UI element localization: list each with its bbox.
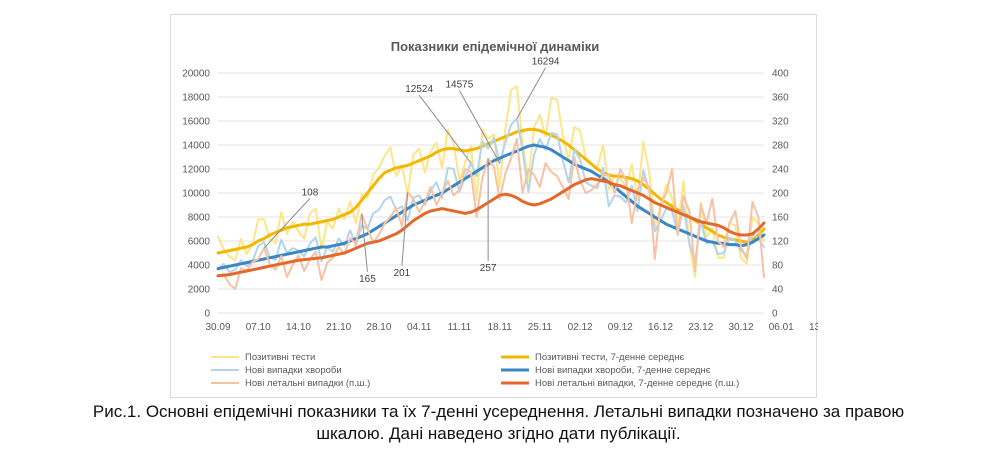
y-left-tick-label: 4000: [188, 261, 211, 272]
series-line-0: [217, 85, 765, 278]
x-tick-label: 28.10: [366, 322, 391, 333]
legend-label: Нові летальні випадки (п.ш.): [245, 378, 370, 389]
x-tick-label: 16.12: [648, 322, 673, 333]
y-left-tick-label: 6000: [188, 237, 211, 248]
x-tick-label: 14.10: [286, 322, 311, 333]
y-right-tick-label: 240: [772, 165, 789, 176]
y-right-tick-label: 80: [772, 261, 784, 272]
x-tick-label: 21.10: [326, 322, 351, 333]
y-right-tick-label: 280: [772, 141, 789, 152]
y-left-tick-label: 18000: [182, 93, 210, 104]
y-right-tick-label: 320: [772, 117, 789, 128]
legend-label: Нові летальні випадки, 7-денне середнє (…: [535, 378, 739, 389]
chart-frame: Показники епідемічної динаміки 0 2000 4000…: [170, 14, 818, 398]
x-tick-label: 18.11: [487, 322, 512, 333]
x-tick-label: 23.12: [688, 322, 713, 333]
figure-caption: Рис.1. Основні епідемічні показники та ї…: [0, 401, 997, 445]
annotation-leader: [418, 94, 472, 164]
annotation-label: 165: [359, 274, 376, 285]
series-line-5: [216, 177, 766, 278]
x-tick-label: 13.01: [809, 322, 818, 333]
x-tick-label: 07.10: [246, 322, 271, 333]
annotation-label: 108: [302, 187, 319, 198]
x-tick-label: 30.09: [205, 322, 230, 333]
x-tick-label: 11.11: [448, 322, 472, 333]
y-left-tick-label: 20000: [182, 69, 210, 80]
y-right-tick-label: 40: [772, 285, 784, 296]
chart-title: Показники епідемічної динаміки: [391, 39, 600, 54]
x-tick-label: 02.12: [568, 322, 593, 333]
series-line-2: [217, 117, 765, 274]
y-left-tick-label: 12000: [182, 165, 210, 176]
y-right-tick-label: 160: [772, 213, 789, 224]
caption-line-1: Рис.1. Основні епідемічні показники та ї…: [92, 402, 905, 421]
annotation-label: 14575: [445, 79, 473, 90]
annotation-leader: [263, 198, 311, 249]
y-right-tick-label: 120: [772, 237, 789, 248]
y-left-tick-label: 14000: [182, 141, 210, 152]
annotation-label: 12524: [405, 84, 433, 95]
annotation-leader: [401, 192, 409, 266]
annotation-label: 16294: [532, 57, 560, 68]
y-right-tick-label: 360: [772, 93, 789, 104]
legend-label: Нові випадки хвороби, 7-денне середнє: [535, 365, 711, 376]
x-tick-label: 06.01: [769, 322, 794, 333]
annotation-leader: [361, 213, 368, 272]
x-tick-label: 30.12: [728, 322, 753, 333]
series-line-4: [217, 138, 765, 290]
x-tick-label: 09.12: [608, 322, 633, 333]
annotation-label: 201: [394, 268, 411, 279]
annotation-label: 257: [480, 263, 497, 274]
legend-label: Нові випадки хвороби: [245, 365, 342, 376]
epidemic-chart: Показники епідемічної динаміки 020004000…: [182, 39, 818, 389]
x-tick-label: 25.11: [528, 322, 553, 333]
annotation-leader: [516, 67, 547, 119]
y-left-tick-label: 0: [204, 309, 210, 320]
y-left-tick-label: 10000: [182, 189, 210, 200]
legend-label: Позитивні тести, 7-денне середнє: [535, 352, 684, 363]
y-right-tick-label: 0: [772, 309, 778, 320]
annotation-leader: [458, 90, 501, 164]
y-left-tick-label: 16000: [182, 117, 210, 128]
x-tick-label: 04.11: [407, 322, 432, 333]
y-right-tick-label: 400: [772, 69, 789, 80]
y-right-tick-label: 200: [772, 189, 789, 200]
y-left-tick-label: 8000: [188, 213, 211, 224]
y-left-tick-label: 2000: [188, 285, 211, 296]
caption-line-2: шкалою. Дані наведено згідно дати публік…: [316, 424, 681, 443]
legend-label: Позитивні тести: [245, 352, 315, 363]
